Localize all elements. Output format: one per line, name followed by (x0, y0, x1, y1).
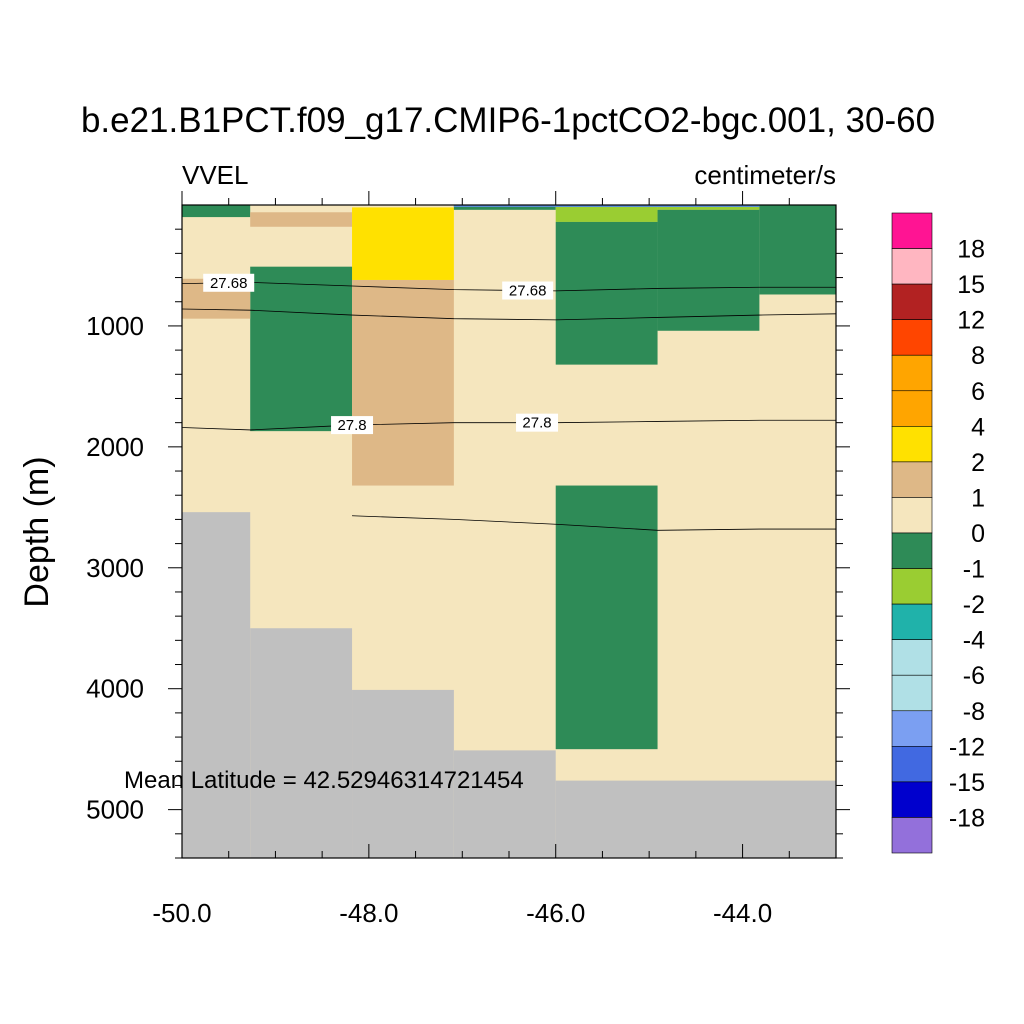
colorbar-label: 18 (957, 236, 985, 264)
colorbar-swatch (891, 461, 933, 498)
colorbar-swatch (891, 781, 933, 818)
land-mask-0 (182, 512, 251, 858)
y-tick-label: 4000 (86, 674, 144, 704)
colorbar-label: 1 (971, 484, 985, 512)
colorbar-swatch (891, 283, 933, 320)
x-tick-label: -48.0 (339, 898, 398, 928)
colorbar-label: 6 (971, 378, 985, 406)
colorbar-swatch (891, 354, 933, 392)
chart-title: b.e21.B1PCT.f09_g17.CMIP6-1pctCO2-bgc.00… (81, 101, 935, 140)
colorbar-swatch (891, 674, 933, 712)
colorbar-label: 4 (971, 413, 985, 441)
heatmap-cell-1 (250, 212, 353, 227)
colorbar-label: -12 (949, 733, 985, 761)
contour-line-3 (352, 515, 836, 531)
x-tick-label: -46.0 (526, 898, 585, 928)
x-tick-label: -50.0 (152, 898, 211, 928)
y-tick-label: 2000 (86, 432, 144, 462)
heatmap-cell-0 (182, 205, 251, 218)
colorbar-label: -8 (963, 698, 985, 726)
y-tick-label: 5000 (86, 795, 144, 825)
colorbar-label: -4 (963, 627, 985, 655)
colorbar-swatch (891, 639, 933, 676)
heatmap-cell-6 (555, 221, 658, 365)
heatmap-cell-5 (657, 206, 760, 210)
mean-latitude-annotation: Mean Latitude = 42.52946314721454 (124, 767, 524, 794)
colorbar-swatch (891, 532, 933, 569)
left-subtitle: VVEL (182, 160, 249, 190)
plot-area: 27.68 27.68 27.8 27.8 -50.0 -48.0 -46.0 -44.0 10… (86, 191, 850, 928)
colorbar-label: -18 (949, 804, 985, 832)
colorbar-label: -2 (963, 591, 985, 619)
colorbar-label: 12 (957, 307, 985, 335)
colorbar-swatch (891, 426, 933, 463)
heatmap-cell-11 (352, 279, 454, 486)
contour-label-box-2-1 (516, 413, 559, 432)
colorbar-swatch (891, 568, 933, 605)
colorbar-label: 2 (971, 449, 985, 477)
colorbar-swatch (891, 390, 933, 427)
land-mask-3 (453, 750, 556, 858)
colorbar-swatch (891, 497, 933, 534)
contour-label-0-0: 27.68 (210, 275, 248, 292)
x-tick-label: -44.0 (713, 898, 772, 928)
heatmap-cell-9 (250, 266, 353, 432)
contour-line-1 (181, 308, 837, 321)
heatmap-cell-2 (352, 207, 454, 280)
colorbar-label: -6 (963, 662, 985, 690)
contour-label-2-0: 27.8 (337, 417, 366, 434)
colorbar-swatch (891, 212, 933, 249)
y-tick-label: 3000 (86, 553, 144, 583)
colorbar-label: 0 (971, 520, 985, 548)
colorbar-swatch (891, 603, 933, 640)
heatmap-cell-8 (759, 205, 836, 295)
contour-label-0-1: 27.68 (509, 283, 547, 300)
contour-label-box-0-1 (502, 281, 554, 300)
y-axis-label: Depth (m) (18, 456, 56, 607)
colorbar-swatch (891, 817, 933, 854)
colorbar-swatch (891, 319, 933, 356)
heatmap-cell-7 (657, 209, 760, 331)
heatmap-cell-4 (555, 206, 658, 222)
colorbar-label: -15 (949, 769, 985, 797)
right-subtitle: centimeter/s (694, 160, 836, 190)
land-mask-4 (555, 780, 836, 858)
colorbar-swatch (891, 710, 933, 747)
colorbar-label: 8 (971, 342, 985, 370)
colorbar-label: -1 (963, 556, 985, 584)
land-mask-1 (250, 628, 353, 858)
land-mask-2 (352, 689, 454, 858)
contour-label-box-0-0 (203, 273, 255, 292)
colorbar-swatch (891, 746, 933, 783)
contour-label-box-2-0 (331, 416, 374, 435)
heatmap-cell-3 (453, 205, 556, 210)
colorbar: 18 15 12 8 6 4 2 1 0 -1 -2 -4 -6 -8 -12 -15 -18 (891, 212, 985, 854)
contour-line-2 (181, 419, 836, 431)
contour-label-2-1: 27.8 (522, 415, 551, 432)
colorbar-swatch (891, 248, 933, 285)
y-tick-label: 1000 (86, 311, 144, 341)
colorbar-label: 15 (957, 271, 985, 299)
